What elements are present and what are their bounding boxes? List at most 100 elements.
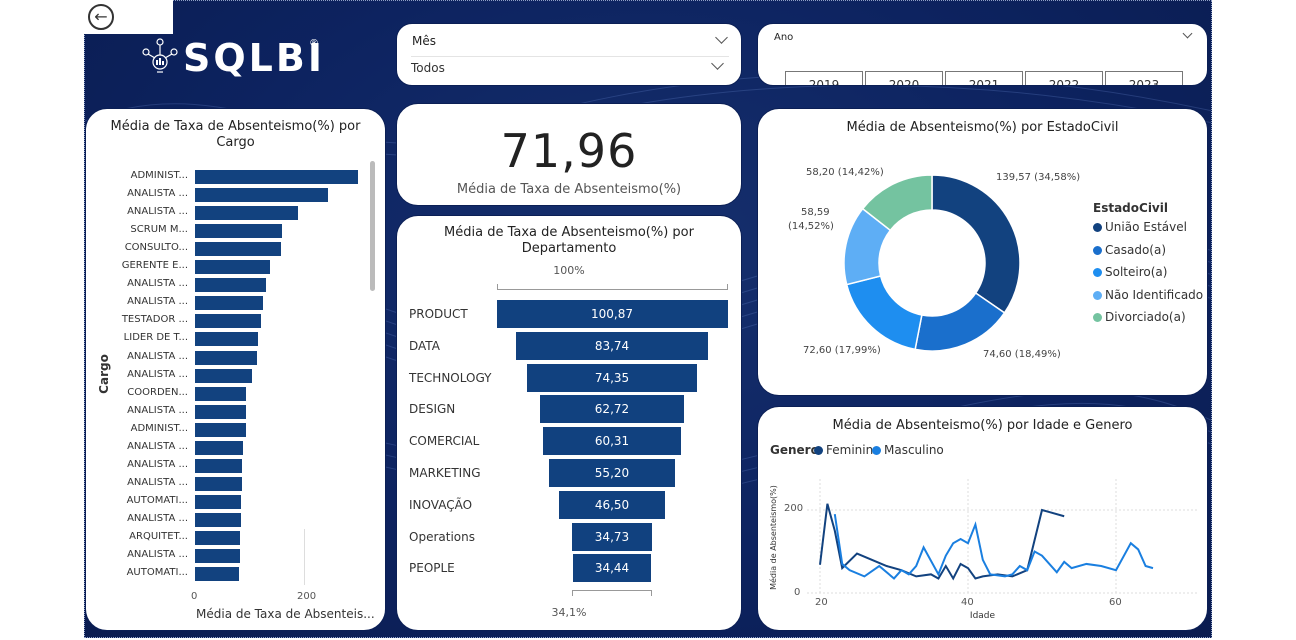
line-series-feminino[interactable] bbox=[819, 503, 1065, 581]
year-button-2023[interactable]: 2023 bbox=[1105, 71, 1183, 85]
donut-legend-item[interactable]: Divorciado(a) bbox=[1093, 310, 1186, 324]
cargo-bar[interactable] bbox=[195, 350, 257, 365]
donut-slice[interactable] bbox=[931, 174, 1021, 314]
donut-legend-item[interactable]: União Estável bbox=[1093, 220, 1187, 234]
line-x-axis-label: Idade bbox=[969, 611, 996, 621]
funnel-top-bracket bbox=[497, 284, 728, 290]
donut-label-divorciado: 58,20 (14,42%) bbox=[806, 167, 884, 178]
cargo-bar[interactable] bbox=[195, 386, 247, 401]
cargo-bar[interactable] bbox=[195, 278, 267, 293]
idade-genero-line-chart[interactable]: Média de Absenteismo(%) por Idade e Gene… bbox=[757, 406, 1208, 631]
cargo-category-label: AUTOMATI... bbox=[126, 494, 188, 506]
cargo-category-label: GERENTE E... bbox=[121, 260, 188, 272]
cargo-category-label: ANALISTA ... bbox=[127, 458, 188, 470]
cargo-bar[interactable] bbox=[195, 296, 264, 311]
cargo-bar[interactable] bbox=[195, 512, 242, 527]
donut-label-solteiro: 72,60 (17,99%) bbox=[803, 345, 881, 356]
line-plot bbox=[807, 479, 1198, 594]
cargo-bar[interactable] bbox=[195, 206, 298, 221]
donut-legend-item[interactable]: Casado(a) bbox=[1093, 243, 1166, 257]
cargo-bar[interactable] bbox=[195, 188, 329, 203]
cargo-bar[interactable] bbox=[195, 549, 240, 564]
mes-slicer-label: Mês bbox=[412, 34, 436, 48]
cargo-category-label: ANALISTA ... bbox=[127, 549, 188, 561]
funnel-bar[interactable]: 60,31 bbox=[542, 427, 682, 456]
funnel-bar[interactable]: 83,74 bbox=[516, 331, 708, 360]
cargo-bar[interactable] bbox=[195, 531, 241, 545]
donut-plot bbox=[843, 174, 1021, 352]
year-button-2021[interactable]: 2021 bbox=[945, 71, 1023, 85]
cargo-category-label: ANALISTA ... bbox=[127, 476, 188, 488]
mes-slicer-header-chevron-icon[interactable] bbox=[715, 31, 728, 44]
cargo-bar[interactable] bbox=[195, 368, 253, 383]
logo-network-icon bbox=[142, 38, 178, 73]
back-arrow-icon: ← bbox=[88, 4, 114, 30]
legend-dot-icon bbox=[872, 446, 881, 455]
cargo-x-axis-label: Média de Taxa de Absenteis... bbox=[196, 607, 375, 621]
cargo-bar[interactable] bbox=[195, 242, 281, 257]
cargo-bar[interactable] bbox=[195, 332, 259, 347]
cargo-category-label: ANALISTA ... bbox=[127, 512, 188, 524]
line-series-masculino[interactable] bbox=[833, 514, 1154, 580]
funnel-bar[interactable]: 100,87 bbox=[496, 300, 728, 328]
kpi-card[interactable]: 71,96 Média de Taxa de Absenteismo(%) bbox=[396, 103, 742, 206]
departamento-funnel-chart[interactable]: Média de Taxa de Absenteismo(%) por Depa… bbox=[396, 215, 742, 631]
cargo-category-label: SCRUM M... bbox=[130, 224, 188, 236]
cargo-bar[interactable] bbox=[195, 440, 244, 455]
cargo-bar[interactable] bbox=[195, 494, 242, 509]
cargo-scrollbar[interactable] bbox=[370, 161, 375, 291]
cargo-bar[interactable] bbox=[195, 314, 262, 329]
line-legend-item[interactable]: Masculino bbox=[872, 443, 944, 457]
cargo-bar[interactable] bbox=[195, 567, 240, 582]
year-button-2022[interactable]: 2022 bbox=[1025, 71, 1103, 85]
line-legend-label: Masculino bbox=[884, 443, 944, 457]
year-button-2020[interactable]: 2020 bbox=[865, 71, 943, 85]
back-button[interactable]: ← bbox=[84, 0, 173, 34]
donut-slice[interactable] bbox=[845, 275, 923, 351]
cargo-category-label: COORDEN... bbox=[127, 386, 188, 398]
cargo-bar[interactable] bbox=[195, 476, 242, 491]
donut-legend-label: Casado(a) bbox=[1105, 242, 1167, 257]
funnel-bar[interactable]: 62,72 bbox=[540, 395, 684, 424]
funnel-category-label: TECHNOLOGY bbox=[409, 370, 492, 385]
line-legend-label: Feminino bbox=[826, 443, 881, 457]
legend-dot-icon bbox=[1093, 268, 1102, 277]
estadocivil-donut-chart[interactable]: Média de Absenteismo(%) por EstadoCivil … bbox=[757, 108, 1208, 396]
cargo-chart-title: Média de Taxa de Absenteismo(%) por Carg… bbox=[110, 119, 361, 150]
kpi-value: 71,96 bbox=[500, 124, 638, 178]
funnel-bar[interactable]: 34,73 bbox=[572, 522, 652, 551]
cargo-bar-chart[interactable]: Média de Taxa de Absenteismo(%) por Carg… bbox=[85, 108, 386, 631]
donut-label-naoident-1: 58,59 bbox=[801, 207, 830, 218]
cargo-bar[interactable] bbox=[195, 224, 283, 239]
cargo-category-label: ADMINIST... bbox=[130, 170, 188, 181]
donut-legend-item[interactable]: Não Identificado bbox=[1093, 288, 1203, 302]
cargo-category-label: ANALISTA ... bbox=[127, 188, 188, 200]
line-chart-title: Média de Absenteismo(%) por Idade e Gene… bbox=[832, 418, 1133, 433]
cargo-gridline-200 bbox=[304, 529, 305, 585]
cargo-bar[interactable] bbox=[195, 260, 271, 275]
cargo-category-label: AUTOMATI... bbox=[126, 567, 188, 579]
cargo-bar[interactable] bbox=[195, 458, 242, 473]
line-legend-item[interactable]: Feminino bbox=[814, 443, 881, 457]
cargo-category-label: ADMINIST... bbox=[130, 422, 188, 434]
donut-legend-title: EstadoCivil bbox=[1093, 201, 1168, 215]
mes-dropdown[interactable]: Todos bbox=[411, 56, 729, 78]
cargo-tick-0: 0 bbox=[191, 591, 198, 602]
donut-legend-label: Não Identificado bbox=[1105, 287, 1204, 302]
cargo-bar[interactable] bbox=[195, 422, 246, 437]
cargo-bar[interactable] bbox=[195, 404, 246, 419]
donut-label-naoident-2: (14,52%) bbox=[788, 221, 834, 232]
line-xtick-40: 40 bbox=[961, 597, 974, 608]
ano-slicer-chevron-icon[interactable] bbox=[1182, 28, 1193, 39]
year-button-2019[interactable]: 2019 bbox=[785, 71, 863, 85]
funnel-category-label: INOVAÇÃO bbox=[409, 497, 473, 512]
donut-slice[interactable] bbox=[861, 174, 933, 232]
chevron-down-icon bbox=[711, 57, 724, 70]
funnel-bar[interactable]: 55,20 bbox=[548, 459, 676, 487]
funnel-bar[interactable]: 34,44 bbox=[572, 554, 652, 583]
funnel-bar[interactable]: 74,35 bbox=[526, 363, 698, 392]
funnel-bar[interactable]: 46,50 bbox=[558, 490, 666, 519]
cargo-bar[interactable] bbox=[195, 170, 358, 184]
donut-legend-item[interactable]: Solteiro(a) bbox=[1093, 265, 1167, 279]
mes-slicer: Mês Todos bbox=[396, 23, 742, 86]
